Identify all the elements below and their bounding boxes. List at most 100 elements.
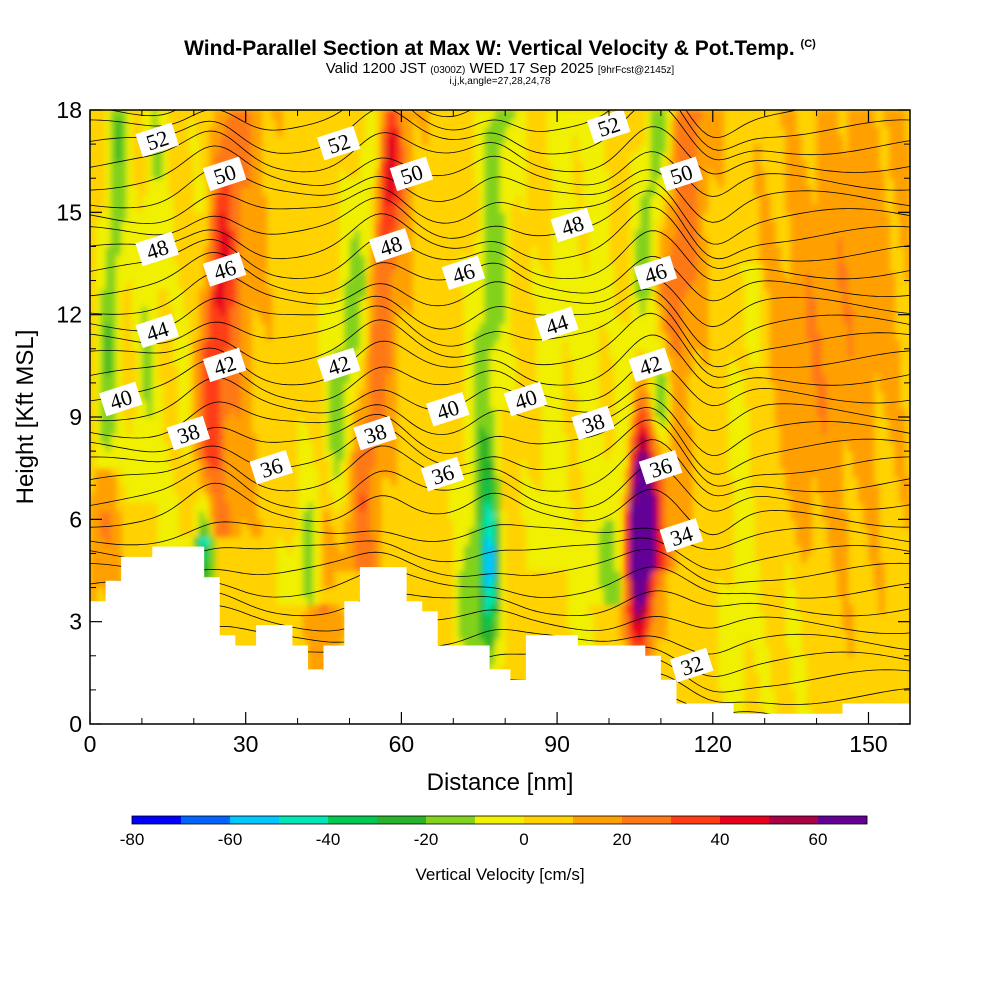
velocity-cell xyxy=(224,195,231,205)
velocity-cell xyxy=(121,127,127,137)
velocity-cell xyxy=(780,442,787,452)
velocity-cell xyxy=(557,399,563,410)
velocity-cell xyxy=(795,519,802,529)
velocity-cell xyxy=(484,374,491,384)
velocity-cell xyxy=(790,254,797,265)
velocity-cell xyxy=(785,144,792,154)
velocity-cell xyxy=(110,442,117,452)
velocity-cell xyxy=(598,272,605,282)
velocity-cell xyxy=(598,152,605,162)
velocity-cell xyxy=(785,323,792,333)
velocity-cell xyxy=(551,399,558,410)
velocity-cell xyxy=(702,314,709,324)
velocity-cell xyxy=(676,280,683,290)
velocity-cell xyxy=(500,135,506,145)
velocity-cell xyxy=(546,365,553,375)
velocity-cell xyxy=(463,280,470,290)
velocity-cell xyxy=(474,246,480,256)
velocity-cell xyxy=(484,110,491,120)
velocity-cell xyxy=(645,314,652,324)
velocity-cell xyxy=(500,561,506,572)
velocity-cell xyxy=(479,254,486,265)
velocity-cell xyxy=(147,110,153,120)
velocity-cell xyxy=(588,135,595,145)
velocity-cell xyxy=(235,297,242,307)
velocity-cell xyxy=(671,186,678,196)
velocity-cell xyxy=(141,195,148,205)
velocity-cell xyxy=(365,553,371,563)
velocity-cell xyxy=(780,306,787,316)
velocity-cell xyxy=(598,280,605,290)
velocity-cell xyxy=(588,638,595,648)
velocity-cell xyxy=(624,425,631,435)
velocity-cell xyxy=(583,135,589,145)
velocity-cell xyxy=(790,664,797,674)
velocity-cell xyxy=(240,451,247,461)
velocity-cell xyxy=(484,306,491,316)
velocity-cell xyxy=(588,297,595,307)
velocity-cell xyxy=(795,237,802,248)
velocity-cell xyxy=(375,527,382,537)
velocity-cell xyxy=(230,399,236,410)
velocity-cell xyxy=(577,399,584,410)
velocity-cell xyxy=(790,144,797,154)
velocity-cell xyxy=(494,186,501,196)
velocity-cell xyxy=(235,510,242,520)
velocity-cell xyxy=(728,365,735,375)
velocity-cell xyxy=(224,152,231,162)
velocity-cell xyxy=(567,613,574,623)
velocity-cell xyxy=(583,459,589,469)
velocity-cell xyxy=(593,186,600,196)
velocity-cell xyxy=(624,553,631,563)
velocity-cell xyxy=(717,118,724,128)
velocity-cell xyxy=(115,357,122,367)
velocity-cell xyxy=(214,306,221,316)
velocity-cell xyxy=(795,297,802,307)
velocity-cell xyxy=(375,357,382,367)
velocity-cell xyxy=(219,135,226,145)
velocity-cell xyxy=(775,357,781,367)
velocity-cell xyxy=(307,510,314,520)
velocity-cell xyxy=(572,348,579,358)
velocity-cell xyxy=(474,144,480,154)
velocity-cell xyxy=(660,306,667,316)
velocity-cell xyxy=(489,135,496,145)
velocity-cell xyxy=(339,220,345,230)
velocity-cell xyxy=(759,203,766,213)
velocity-cell xyxy=(282,596,288,606)
velocity-cell xyxy=(531,502,537,512)
velocity-cell xyxy=(645,613,652,623)
velocity-cell xyxy=(567,127,574,137)
velocity-cell xyxy=(697,118,704,128)
velocity-cell xyxy=(712,127,719,137)
velocity-cell xyxy=(801,527,807,537)
velocity-cell xyxy=(676,186,683,196)
velocity-cell xyxy=(583,382,589,393)
velocity-cell xyxy=(671,152,678,162)
velocity-cell xyxy=(572,561,579,572)
velocity-cell xyxy=(302,553,309,563)
velocity-cell xyxy=(162,502,169,512)
velocity-cell xyxy=(401,144,408,154)
velocity-cell xyxy=(598,186,605,196)
velocity-cell xyxy=(224,229,231,239)
velocity-cell xyxy=(110,263,117,273)
velocity-cell xyxy=(318,630,325,640)
velocity-cell xyxy=(136,442,143,452)
velocity-cell xyxy=(250,246,257,256)
velocity-cell xyxy=(453,510,460,520)
velocity-cell xyxy=(313,630,319,640)
velocity-cell xyxy=(588,621,595,631)
velocity-cell xyxy=(219,391,226,401)
velocity-cell xyxy=(697,272,704,282)
velocity-cell xyxy=(375,323,382,333)
velocity-cell xyxy=(795,689,802,700)
velocity-cell xyxy=(583,613,589,623)
velocity-cell xyxy=(785,152,792,162)
velocity-cell xyxy=(339,178,345,188)
velocity-cell xyxy=(276,110,283,120)
velocity-cell xyxy=(489,323,496,333)
velocity-cell xyxy=(219,195,226,205)
velocity-cell xyxy=(209,408,216,418)
velocity-cell xyxy=(240,314,247,324)
